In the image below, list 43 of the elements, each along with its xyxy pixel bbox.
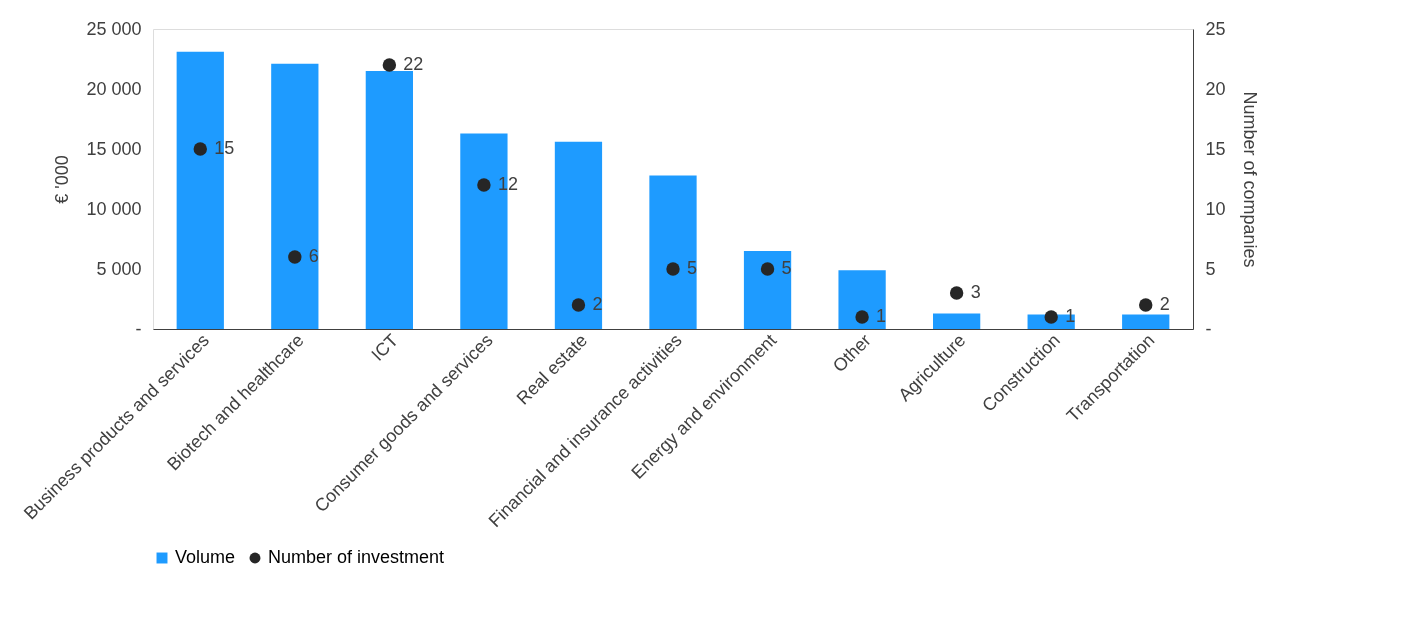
y2-tick-label: 5 <box>1205 258 1216 279</box>
y-tick-label: - <box>135 318 142 339</box>
point <box>1139 298 1153 312</box>
bar <box>649 175 697 329</box>
bar <box>554 141 603 329</box>
y2-tick-label: 25 <box>1205 18 1226 39</box>
data-label: 22 <box>403 54 424 74</box>
point <box>288 250 302 264</box>
bar <box>271 63 319 329</box>
data-label: 2 <box>592 294 603 314</box>
bar <box>838 270 886 329</box>
point <box>760 262 775 276</box>
point <box>571 298 586 312</box>
data-label: 2 <box>1159 294 1170 314</box>
data-label: 1 <box>876 306 887 326</box>
y2-tick-label: 10 <box>1205 198 1226 219</box>
y-tick-label: 10 000 <box>86 198 142 219</box>
point <box>855 310 869 324</box>
point <box>949 286 964 300</box>
y2-tick-label: 20 <box>1205 78 1226 99</box>
legend-label: Volume <box>175 547 236 567</box>
bar <box>933 313 981 329</box>
bar <box>365 71 413 329</box>
y2-axis-title: Number of companies <box>1239 91 1260 268</box>
bar <box>1122 314 1170 329</box>
bar <box>743 251 792 329</box>
legend-label: Number of investment <box>268 547 445 567</box>
data-label: 5 <box>687 258 698 278</box>
y-tick-label: 15 000 <box>86 138 142 159</box>
y-tick-label: 5 000 <box>96 258 142 279</box>
x-tick-label: ICT <box>367 330 403 365</box>
data-label: 5 <box>781 258 792 278</box>
y2-tick-label: - <box>1205 318 1212 339</box>
y2-tick-label: 15 <box>1205 138 1226 159</box>
point <box>193 142 207 156</box>
point <box>382 58 397 72</box>
data-label: 3 <box>970 282 981 302</box>
y-tick-label: 20 000 <box>86 78 142 99</box>
data-label: 6 <box>308 246 319 266</box>
y-axis-title: € '000 <box>52 155 73 204</box>
point <box>666 262 680 276</box>
point <box>477 178 491 192</box>
y-tick-label: 25 000 <box>86 18 142 39</box>
